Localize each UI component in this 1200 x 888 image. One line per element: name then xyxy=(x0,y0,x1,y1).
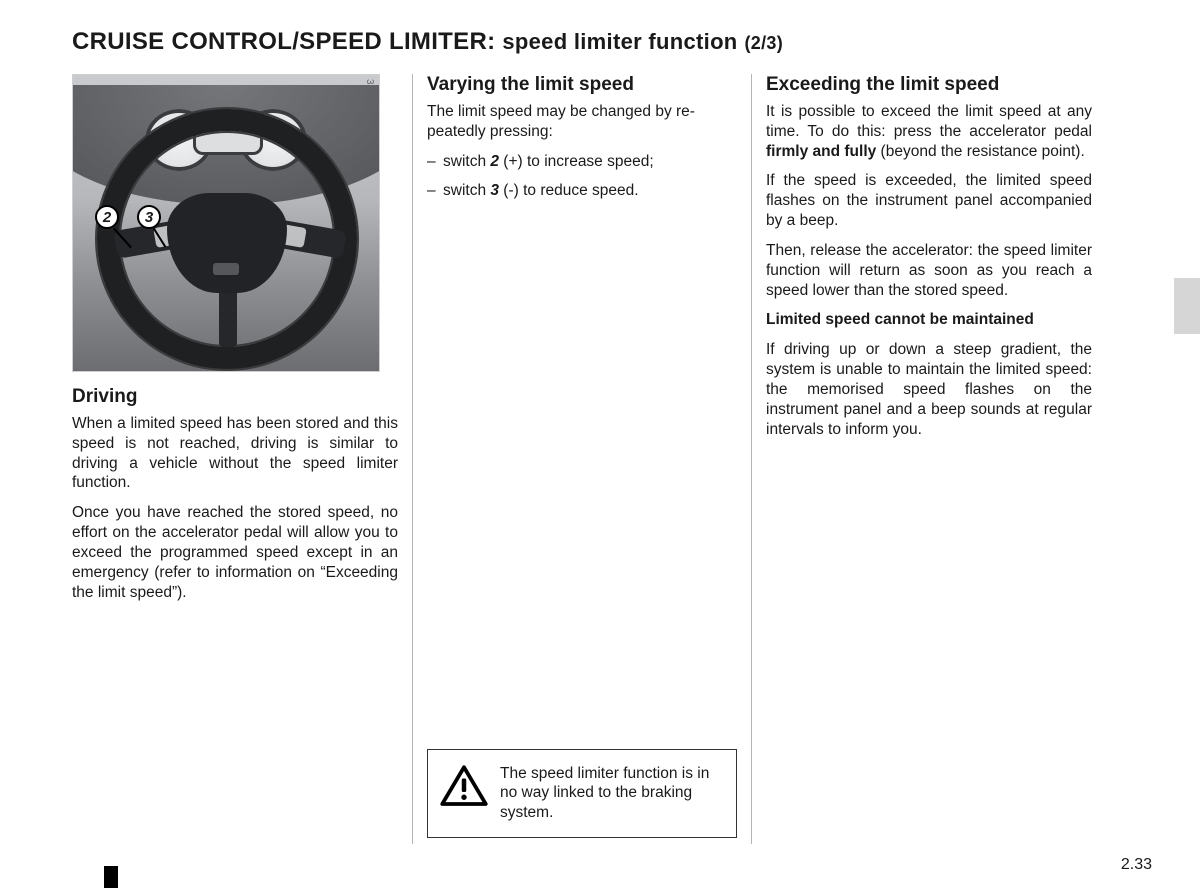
b1-post: (+) to increase speed; xyxy=(499,153,654,170)
varying-intro: The limit speed may be changed by re­pea… xyxy=(427,102,737,142)
exceeding-para-2: If the speed is exceeded, the limited sp… xyxy=(766,171,1092,230)
columns: 38205 2 3 Driving When a limited speed h… xyxy=(72,74,1152,844)
title-page-indicator: (2/3) xyxy=(745,33,784,53)
column-middle: Varying the limit speed The limit speed … xyxy=(412,74,752,844)
exc-p1-a: It is possible to exceed the limit speed… xyxy=(766,103,1092,140)
exc-p1-c: (beyond the resistance point). xyxy=(876,143,1085,160)
wheel-spoke-bottom xyxy=(219,287,237,347)
warning-text: The speed limiter function is in no way … xyxy=(500,764,724,823)
page-title: CRUISE CONTROL/SPEED LIMITER: speed limi… xyxy=(72,28,1152,56)
driving-para-1: When a limited speed has been stored and… xyxy=(72,414,398,493)
bullet-increase-text: switch 2 (+) to increase speed; xyxy=(443,152,654,173)
b1-num: 2 xyxy=(490,153,499,170)
bullet-reduce: – switch 3 (-) to reduce speed. xyxy=(427,181,737,202)
wheel-hub xyxy=(167,193,287,293)
column-left: 38205 2 3 Driving When a limited speed h… xyxy=(72,74,412,844)
manual-page: CRUISE CONTROL/SPEED LIMITER: speed limi… xyxy=(0,0,1200,888)
warning-box: The speed limiter function is in no way … xyxy=(427,749,737,838)
exceeding-para-3: Then, release the accelerator: the speed… xyxy=(766,241,1092,300)
b1-pre: switch xyxy=(443,153,490,170)
exceeding-para-1: It is possible to exceed the limit speed… xyxy=(766,102,1092,161)
exc-p1-b: firmly and fully xyxy=(766,143,876,160)
page-number: 2.33 xyxy=(1121,856,1152,874)
exceeding-heading: Exceeding the limit speed xyxy=(766,74,1092,96)
title-main: CRUISE CONTROL/SPEED LIMITER: xyxy=(72,28,495,55)
bullet-dash: – xyxy=(427,152,443,173)
varying-bullets: – switch 2 (+) to increase speed; – swit… xyxy=(427,152,737,202)
callout-label-2: 2 xyxy=(95,205,119,229)
b2-pre: switch xyxy=(443,182,490,199)
callout-label-3: 3 xyxy=(137,205,161,229)
bullet-increase: – switch 2 (+) to increase speed; xyxy=(427,152,737,173)
footer-mark xyxy=(104,866,118,888)
varying-heading: Varying the limit speed xyxy=(427,74,737,96)
column-right: Exceeding the limit speed It is possible… xyxy=(752,74,1092,844)
b2-post: (-) to reduce speed. xyxy=(499,182,639,199)
steering-wheel-figure: 38205 2 3 xyxy=(72,74,380,372)
limited-subheading: Limited speed cannot be maintained xyxy=(766,310,1092,330)
limited-para: If driving up or down a steep gradient, … xyxy=(766,340,1092,439)
b2-num: 3 xyxy=(490,182,499,199)
section-edge-tab xyxy=(1174,278,1200,334)
driving-heading: Driving xyxy=(72,386,398,408)
bullet-dash: – xyxy=(427,181,443,202)
warning-icon xyxy=(440,764,488,814)
driving-para-2: Once you have reached the stored speed, … xyxy=(72,503,398,602)
title-sub: speed limiter function xyxy=(502,29,737,54)
bullet-reduce-text: switch 3 (-) to reduce speed. xyxy=(443,181,639,202)
